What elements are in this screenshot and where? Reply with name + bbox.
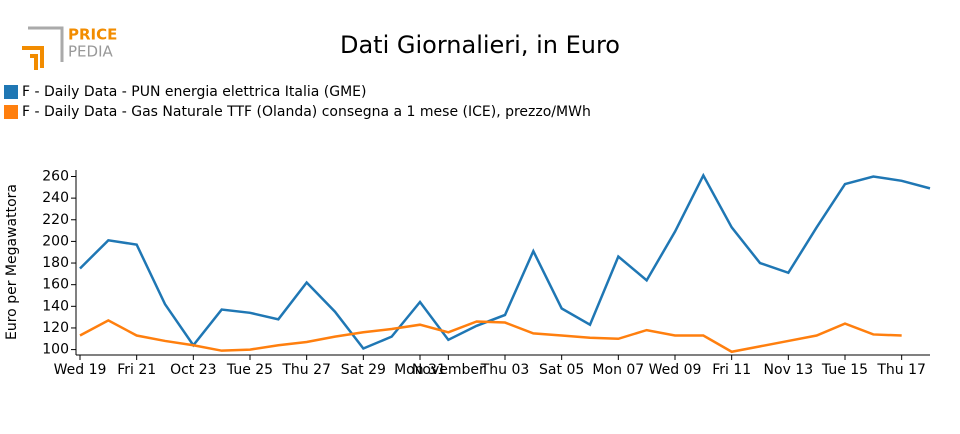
x-tick-label: Wed 09 (649, 362, 702, 378)
x-tick-label: Sat 05 (539, 362, 584, 378)
y-tick-label: 140 (42, 298, 69, 314)
x-tick-label: Mon 07 (592, 362, 644, 378)
x-tick-label: Mon 31 (394, 362, 446, 378)
y-tick-label: 100 (42, 342, 69, 358)
logo-text: PEDIA (68, 43, 113, 61)
chart-title: Dati Giornalieri, in Euro (340, 31, 620, 59)
x-tick-label: Thu 27 (281, 362, 331, 378)
y-tick-label: 200 (42, 233, 69, 249)
y-axis-label: Euro per Megawattora (4, 184, 20, 340)
y-tick-label: 160 (42, 277, 69, 293)
y-tick-label: 260 (42, 168, 69, 184)
y-tick-label: 220 (42, 212, 69, 228)
y-tick-label: 120 (42, 320, 69, 336)
legend-label: F - Daily Data - Gas Naturale TTF (Oland… (22, 104, 591, 120)
legend-swatch (4, 105, 18, 119)
logo-mark (22, 46, 44, 70)
y-tick-label: 240 (42, 190, 69, 206)
x-tick-label: Wed 19 (54, 362, 107, 378)
logo-mark (28, 26, 64, 62)
legend-swatch (4, 85, 18, 99)
x-tick-label: Sat 29 (341, 362, 386, 378)
logo: PRICE PEDIA (22, 26, 117, 70)
series-line (79, 318, 902, 354)
series-line (79, 172, 931, 351)
logo-text: PRICE (68, 26, 117, 44)
x-tick-label: Nov 13 (764, 362, 814, 378)
x-tick-label: Oct 23 (170, 362, 216, 378)
x-tick-label: Fri 11 (712, 362, 751, 378)
x-tick-label: Tue 25 (226, 362, 273, 378)
y-tick-label: 180 (42, 255, 69, 271)
x-tick-label: Tue 15 (821, 362, 868, 378)
x-tick-label: Thu 17 (876, 362, 926, 378)
x-tick-label: Thu 03 (480, 362, 530, 378)
x-tick-label: November (412, 362, 485, 378)
legend-label: F - Daily Data - PUN energia elettrica I… (22, 84, 366, 100)
x-tick-label: Fri 21 (117, 362, 156, 378)
